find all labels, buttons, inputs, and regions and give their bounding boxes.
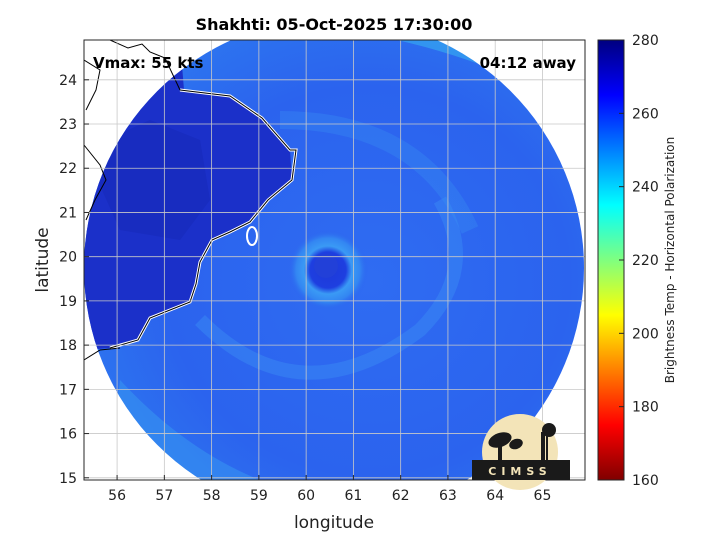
grid-lines — [84, 40, 585, 480]
axes-frame — [83, 39, 586, 481]
y-tick-label: 17 — [59, 382, 77, 398]
x-tick-label: 62 — [392, 488, 410, 504]
border-line — [84, 144, 107, 221]
colorbar-tick-label: 280 — [632, 33, 659, 49]
y-tick-label: 24 — [59, 73, 77, 89]
y-ticks: 15 16 17 18 19 20 21 22 23 24 — [59, 73, 89, 487]
colorbar-label: Brightness Temp - Horizontal Polarizatio… — [663, 137, 677, 384]
y-tick-label: 23 — [59, 117, 77, 133]
y-axis-label: latitude — [33, 227, 53, 292]
x-axis-label: longitude — [294, 513, 374, 533]
border-line — [109, 40, 181, 91]
tower-icon — [541, 432, 545, 460]
vmax-label: Vmax: 55 kts — [93, 54, 203, 72]
colorbar-tick-label: 260 — [632, 106, 659, 122]
satellite-dish-icon — [488, 432, 512, 448]
y-tick-label: 21 — [59, 205, 77, 221]
colorbar-tick-label: 240 — [632, 180, 659, 196]
colorbar-tick-label: 200 — [632, 326, 659, 342]
x-ticks: 56 57 58 59 60 61 62 63 64 65 — [108, 475, 551, 504]
colorbar-tick-label: 220 — [632, 253, 659, 269]
x-tick-label: 63 — [439, 488, 457, 504]
logo-text: CIMSS — [488, 465, 551, 478]
x-tick-label: 56 — [108, 488, 126, 504]
y-tick-label: 18 — [59, 338, 77, 354]
colorbar-ticks: 160 180 200 220 240 260 280 — [619, 33, 659, 489]
x-tick-label: 59 — [250, 488, 268, 504]
x-tick-label: 61 — [344, 488, 362, 504]
y-tick-label: 22 — [59, 161, 77, 177]
swath-imagery — [84, 40, 584, 480]
colorbar-tick-label: 180 — [632, 400, 659, 416]
border-line — [84, 347, 121, 361]
chart-title: Shakhti: 05-Oct-2025 17:30:00 — [196, 15, 473, 34]
y-tick-label: 16 — [59, 427, 77, 443]
x-tick-label: 65 — [534, 488, 552, 504]
colorbar-tick-label: 160 — [632, 473, 659, 489]
coastline-outline — [109, 89, 297, 349]
time-away-label: 04:12 away — [480, 54, 577, 72]
y-tick-label: 19 — [59, 294, 77, 310]
y-tick-label: 20 — [59, 250, 77, 266]
x-tick-label: 64 — [486, 488, 504, 504]
cimss-logo: CIMSS — [472, 414, 570, 490]
y-tick-label: 15 — [59, 471, 77, 487]
island — [246, 226, 258, 246]
x-tick-label: 57 — [155, 488, 173, 504]
x-tick-label: 60 — [297, 488, 315, 504]
x-tick-label: 58 — [203, 488, 221, 504]
